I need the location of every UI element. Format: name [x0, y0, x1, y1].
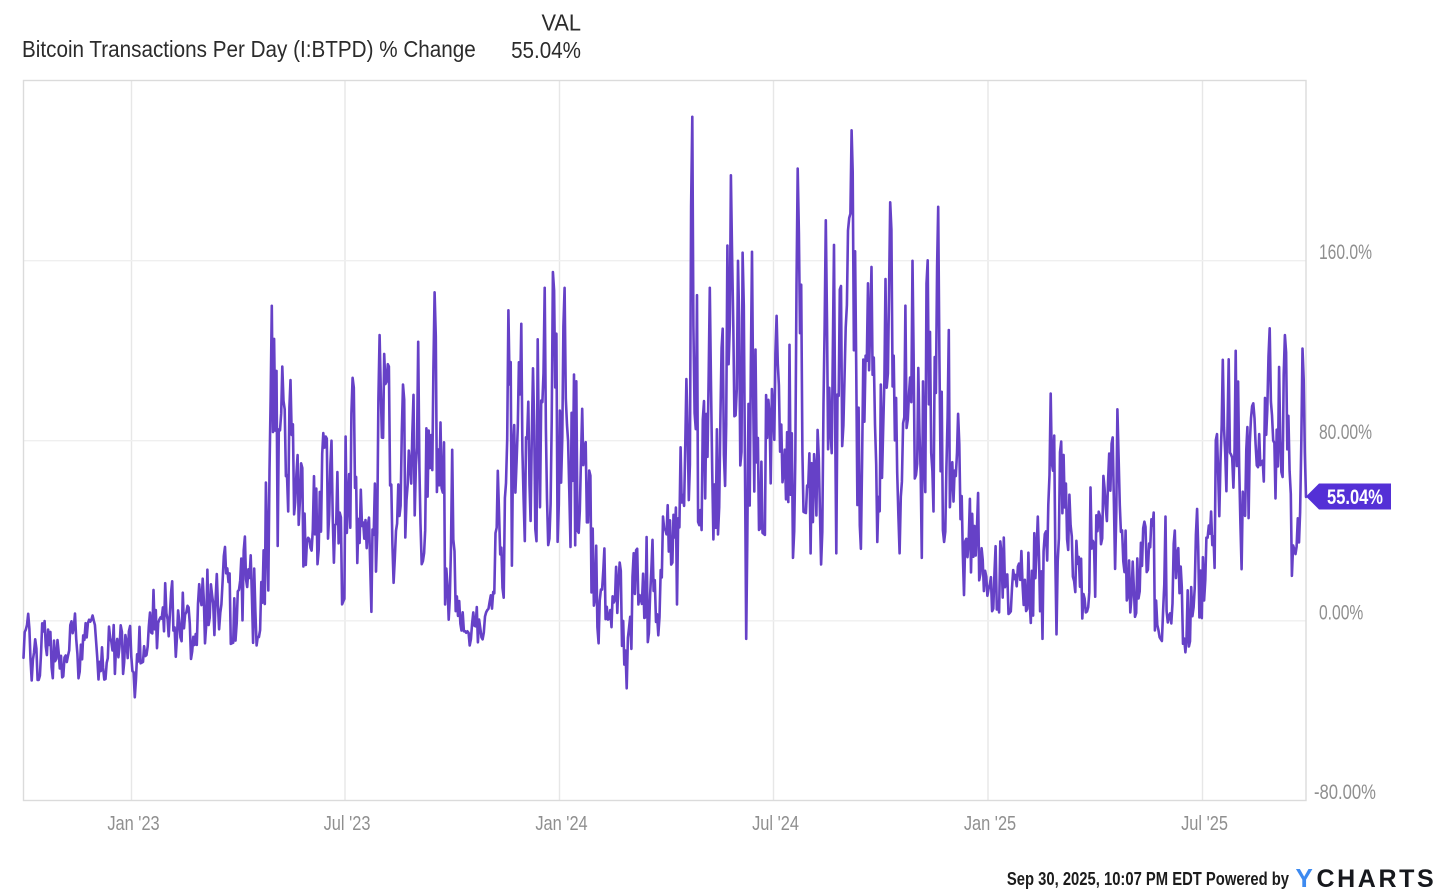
- svg-text:Y: Y: [1296, 863, 1313, 893]
- svg-text:Jan '25: Jan '25: [964, 811, 1016, 834]
- svg-text:160.0%: 160.0%: [1319, 240, 1372, 264]
- svg-text:-80.00%: -80.00%: [1314, 781, 1376, 804]
- svg-text:55.04%: 55.04%: [1327, 486, 1383, 510]
- svg-text:80.00%: 80.00%: [1319, 420, 1372, 444]
- svg-text:Jul '25: Jul '25: [1181, 811, 1228, 834]
- svg-text:0.00%: 0.00%: [1319, 600, 1364, 624]
- svg-text:Jan '24: Jan '24: [535, 811, 587, 834]
- svg-text:Sep 30, 2025, 10:07 PM EDT Pow: Sep 30, 2025, 10:07 PM EDT Powered by: [1007, 868, 1290, 889]
- svg-text:CHARTS: CHARTS: [1317, 865, 1437, 893]
- svg-text:Bitcoin Transactions Per Day (: Bitcoin Transactions Per Day (I:BTPD) % …: [22, 36, 476, 62]
- svg-text:Jul '24: Jul '24: [752, 811, 799, 834]
- svg-text:VAL: VAL: [541, 10, 581, 36]
- svg-text:55.04%: 55.04%: [511, 37, 581, 63]
- svg-text:Jul '23: Jul '23: [324, 811, 371, 834]
- svg-text:Jan '23: Jan '23: [107, 811, 159, 834]
